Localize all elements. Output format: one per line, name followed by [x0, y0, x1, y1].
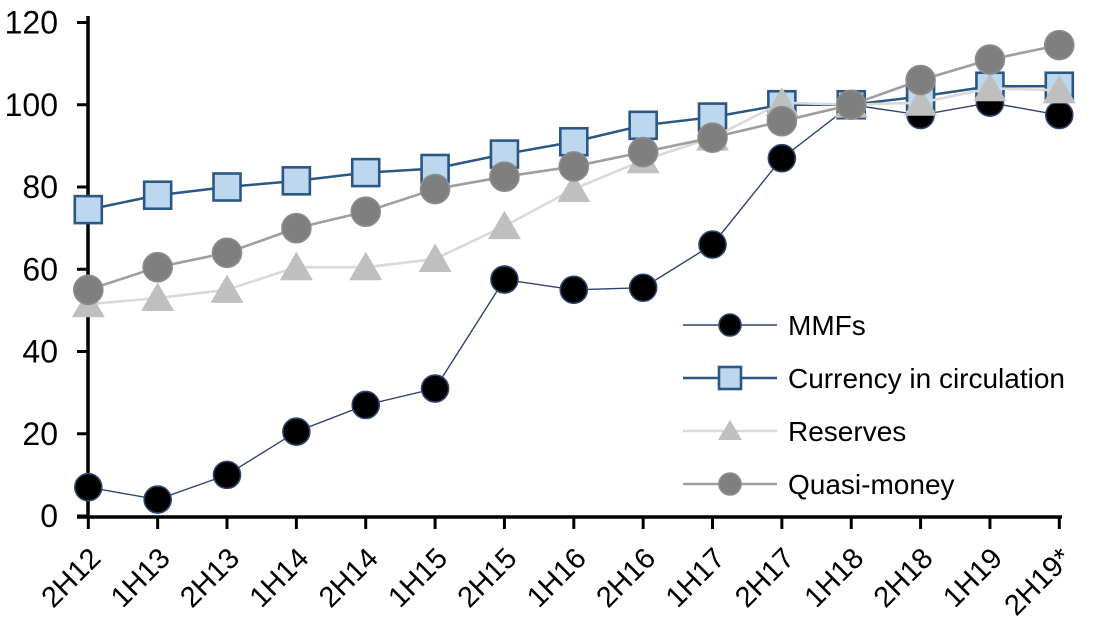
data-point-triangle: [904, 87, 938, 116]
data-point-circle: [420, 374, 450, 403]
x-tick-label: 2H15: [452, 542, 524, 614]
data-point-circle: [767, 143, 797, 173]
data-point-circle: [281, 212, 312, 244]
data-point-circle: [282, 417, 311, 446]
legend-label-mmfs: MMFs: [788, 310, 866, 341]
y-tick-label: 0: [40, 498, 58, 534]
data-point-circle: [73, 274, 104, 306]
data-point-triangle: [973, 72, 1007, 102]
x-tick-label: 2H14: [313, 542, 385, 614]
y-tick-label: 80: [22, 169, 58, 205]
x-tick-label: 2H13: [174, 542, 246, 614]
x-tick-label: 1H19: [937, 542, 1009, 614]
x-tick-label: 2H12: [36, 542, 108, 614]
y-tick-label: 60: [22, 251, 58, 287]
data-point-circle: [718, 313, 742, 337]
data-point-triangle: [210, 274, 244, 303]
data-point-circle: [697, 122, 728, 153]
data-point-circle: [211, 237, 243, 269]
data-point-triangle: [418, 243, 452, 272]
data-point-circle: [558, 151, 590, 182]
data-point-square: [142, 180, 173, 211]
legend-label-quasi-money: Quasi-money: [788, 469, 955, 500]
data-point-square: [281, 166, 312, 196]
data-point-circle: [350, 196, 382, 227]
x-tick-label: 1H13: [105, 542, 177, 614]
data-point-triangle: [279, 251, 313, 281]
data-point-circle: [698, 230, 727, 259]
data-point-square: [558, 126, 589, 157]
data-point-circle: [766, 105, 798, 137]
data-point-circle: [490, 265, 519, 294]
data-point-triangle: [1042, 74, 1076, 104]
data-point-circle: [351, 390, 381, 420]
data-point-triangle: [349, 251, 383, 281]
data-point-circle: [835, 89, 867, 121]
data-point-circle: [142, 251, 173, 283]
data-point-circle: [718, 472, 742, 496]
data-point-circle: [1044, 100, 1074, 130]
data-point-triangle: [718, 420, 742, 440]
x-tick-label: 1H16: [521, 542, 593, 614]
data-point-square: [73, 194, 104, 225]
legend-label-reserves: Reserves: [788, 416, 906, 447]
x-tick-label: 1H15: [382, 542, 454, 614]
data-point-square: [628, 110, 658, 141]
legend-label-currency-in-circulation: Currency in circulation: [788, 363, 1065, 394]
data-point-circle: [419, 173, 451, 205]
y-tick-label: 40: [22, 334, 58, 370]
y-tick-label: 100: [5, 87, 58, 123]
x-tick-label: 1H18: [799, 542, 871, 614]
data-point-square: [717, 365, 743, 391]
x-tick-label: 2H19*: [999, 542, 1079, 622]
data-point-circle: [974, 44, 1006, 75]
data-point-square: [212, 172, 242, 202]
x-tick-label: 2H16: [590, 542, 662, 614]
y-tick-label: 120: [5, 5, 58, 41]
x-tick-label: 2H17: [729, 542, 801, 614]
y-tick-label: 20: [22, 416, 58, 452]
data-point-triangle: [557, 173, 591, 203]
data-point-circle: [559, 275, 589, 305]
data-point-circle: [627, 136, 659, 168]
data-point-circle: [74, 472, 103, 502]
data-point-square: [350, 157, 381, 188]
data-point-circle: [1043, 29, 1075, 61]
x-tick-label: 1H14: [244, 542, 316, 614]
data-point-circle: [212, 460, 242, 490]
data-point-circle: [905, 64, 936, 96]
data-point-triangle: [487, 210, 521, 240]
data-point-circle: [628, 273, 658, 303]
data-point-triangle: [141, 282, 175, 312]
data-point-circle: [489, 161, 520, 193]
data-point-circle: [143, 485, 172, 514]
x-tick-label: 2H18: [868, 542, 940, 614]
x-tick-label: 1H17: [660, 542, 732, 614]
